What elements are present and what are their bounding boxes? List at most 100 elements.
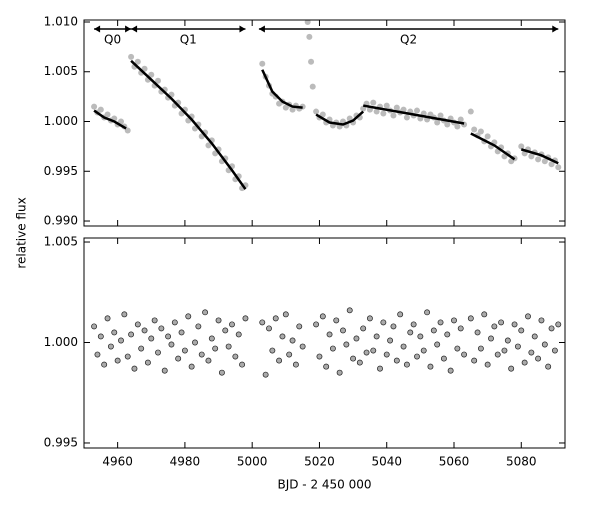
- residual-point: [363, 349, 370, 356]
- flux-point: [380, 110, 387, 117]
- residual-point: [508, 365, 515, 372]
- flux-point: [289, 106, 296, 113]
- flux-point: [118, 118, 124, 125]
- residual-point: [417, 333, 424, 340]
- flux-point: [528, 153, 535, 160]
- residual-point: [262, 371, 269, 378]
- residual-point: [410, 321, 417, 328]
- residual-point: [366, 315, 373, 322]
- residual-point: [514, 343, 521, 350]
- residual-point: [430, 327, 437, 334]
- flux-point: [454, 123, 461, 130]
- residual-point: [296, 323, 303, 330]
- residual-point: [535, 355, 542, 362]
- residual-point: [215, 317, 222, 324]
- residual-point: [319, 313, 326, 320]
- residual-point: [218, 369, 225, 376]
- x-tick-label: 5020: [304, 455, 335, 469]
- flux-point: [97, 106, 104, 113]
- residual-point: [377, 365, 383, 372]
- residual-point: [144, 359, 151, 366]
- residual-point: [316, 353, 323, 360]
- residual-point: [511, 321, 518, 328]
- residual-point: [541, 341, 548, 348]
- residual-point: [555, 321, 562, 328]
- residual-point: [424, 309, 431, 316]
- residual-point: [336, 369, 343, 376]
- residual-point: [175, 355, 182, 362]
- residual-point: [97, 333, 104, 340]
- arrow-head: [94, 25, 101, 33]
- flux-point: [259, 60, 266, 67]
- residual-point: [198, 351, 205, 358]
- annotation-label: Q2: [400, 32, 417, 46]
- flux-point: [319, 111, 326, 118]
- residual-point: [397, 311, 404, 318]
- residual-point: [272, 315, 279, 322]
- flux-point: [457, 116, 464, 123]
- residual-point: [107, 343, 114, 350]
- residual-point: [491, 323, 498, 330]
- residual-point: [501, 347, 508, 354]
- residual-point: [356, 359, 363, 366]
- residual-point: [420, 347, 427, 354]
- x-tick-label: 5000: [237, 455, 268, 469]
- flux-point: [148, 71, 155, 78]
- residual-point: [171, 319, 178, 326]
- flux-point: [306, 33, 313, 40]
- residual-point: [148, 335, 155, 342]
- flux-point: [467, 108, 474, 115]
- residual-point: [94, 351, 101, 358]
- residual-point: [313, 321, 320, 328]
- residual-point: [467, 315, 474, 322]
- residual-point: [205, 357, 212, 364]
- arrow-head: [239, 25, 246, 33]
- residual-point: [299, 343, 306, 350]
- annotation-label: Q0: [104, 32, 121, 46]
- residual-point: [474, 329, 481, 336]
- residual-point: [477, 345, 484, 352]
- y-tick-label: 1.005: [44, 235, 78, 249]
- residual-point: [185, 313, 192, 320]
- residual-point: [414, 353, 420, 360]
- residual-point: [329, 345, 336, 352]
- residual-point: [212, 345, 219, 352]
- residual-point: [259, 319, 266, 326]
- residual-point: [333, 317, 340, 324]
- residual-point: [343, 341, 350, 348]
- flux-point: [205, 142, 212, 149]
- residual-point: [350, 355, 357, 362]
- residual-point: [269, 347, 276, 354]
- residual-point: [279, 333, 286, 340]
- residual-point: [440, 355, 447, 362]
- residual-point: [454, 345, 461, 352]
- residual-point: [346, 307, 353, 314]
- flux-point: [393, 104, 400, 111]
- residual-point: [111, 329, 118, 336]
- residual-point: [451, 317, 457, 324]
- residual-point: [155, 349, 161, 356]
- residual-point: [202, 309, 209, 316]
- residual-point: [353, 335, 360, 342]
- y-tick-label: 1.000: [44, 114, 78, 128]
- residual-point: [444, 331, 451, 338]
- residual-point: [239, 361, 246, 368]
- flux-point: [104, 111, 111, 118]
- residual-point: [525, 313, 531, 320]
- residual-point: [538, 317, 545, 324]
- x-tick-label: 4960: [102, 455, 133, 469]
- x-tick-label: 4980: [170, 455, 201, 469]
- flux-point: [383, 102, 390, 109]
- residual-point: [498, 319, 505, 326]
- flux-point: [91, 103, 98, 110]
- residual-point: [181, 347, 188, 354]
- residual-point: [434, 341, 441, 348]
- residual-point: [326, 331, 333, 338]
- y-tick-label: 0.995: [44, 164, 78, 178]
- residual-point: [504, 337, 511, 344]
- residual-point: [387, 337, 394, 344]
- residual-point: [548, 325, 555, 332]
- residual-point: [242, 315, 249, 322]
- residual-point: [276, 357, 283, 364]
